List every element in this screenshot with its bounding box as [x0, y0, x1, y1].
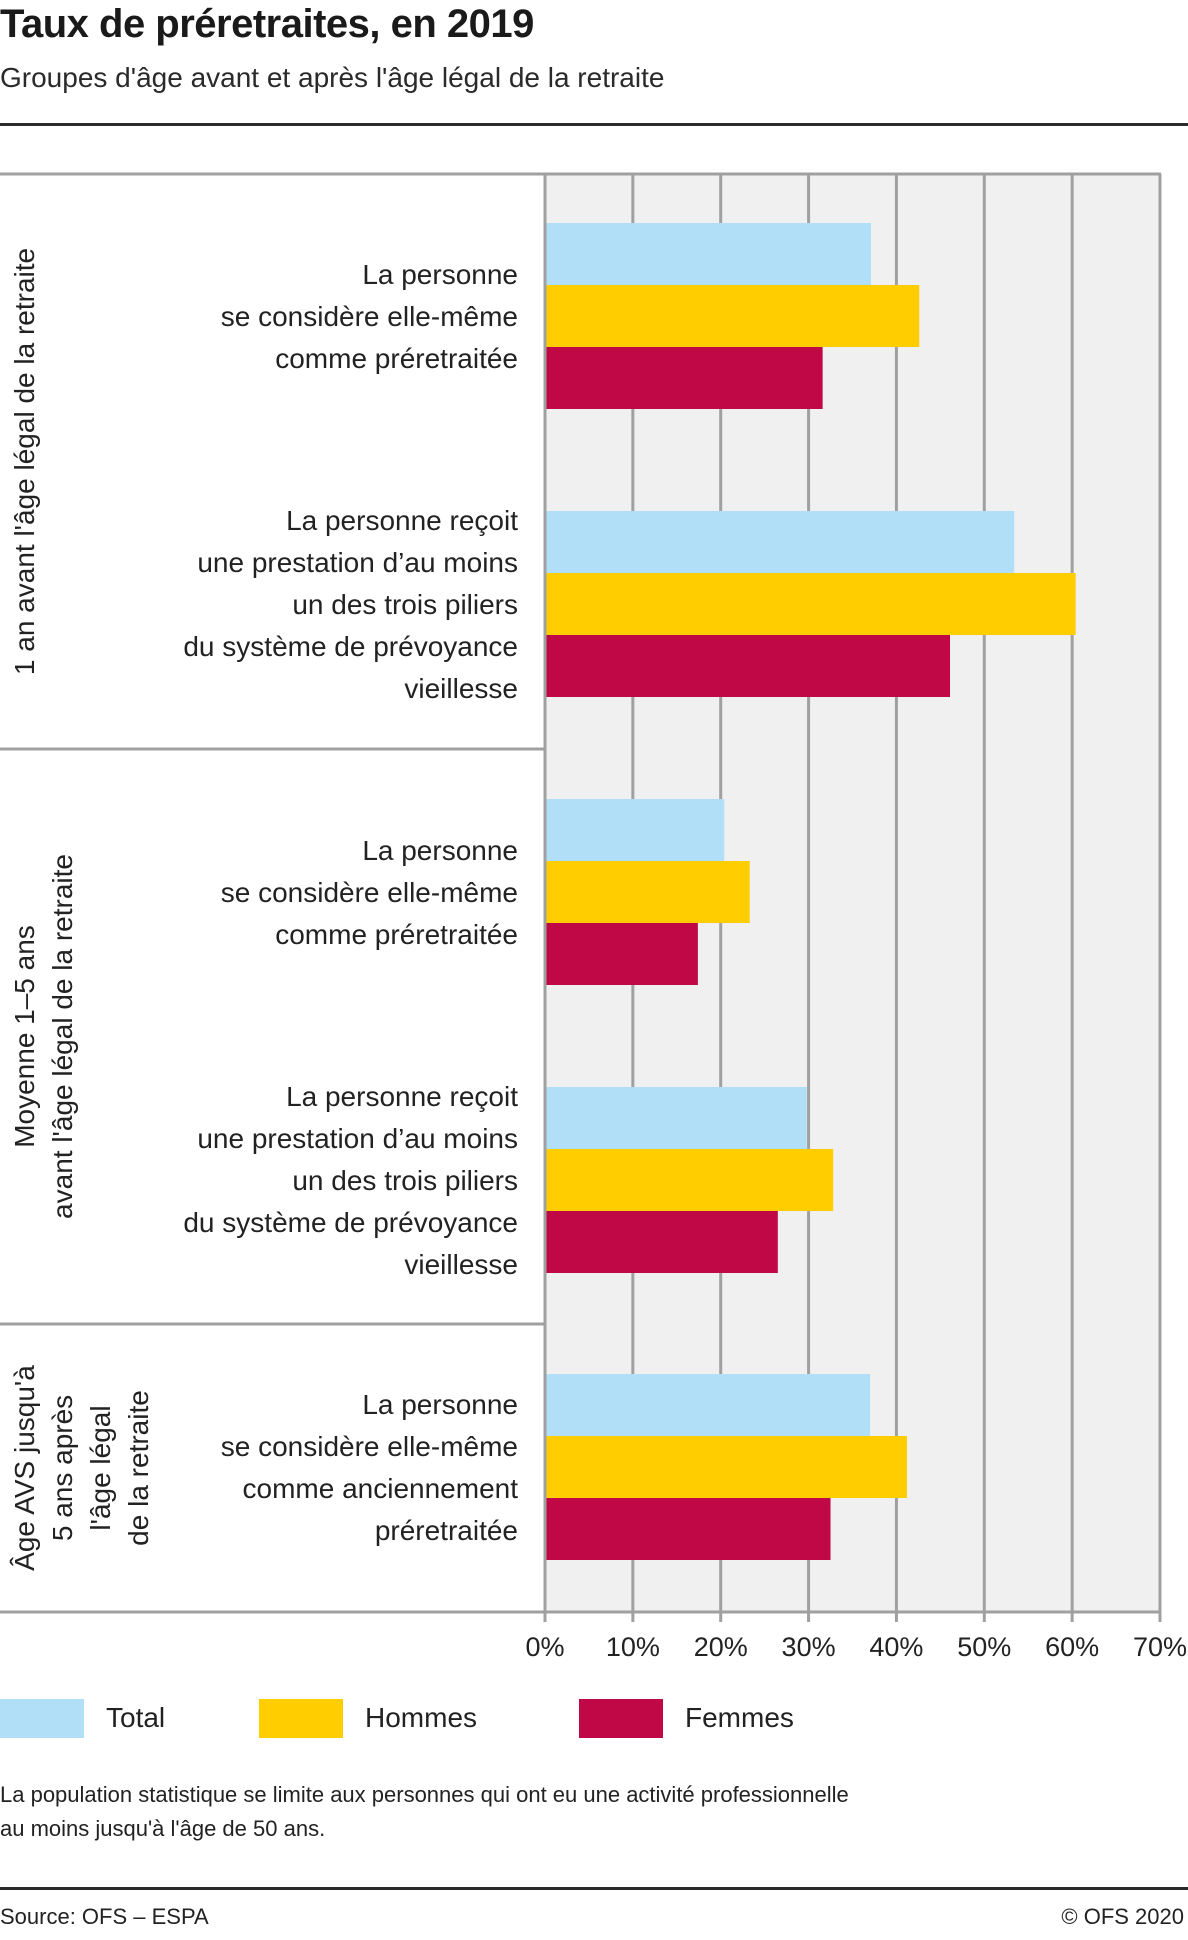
category-label-line: comme préretraitée [275, 343, 518, 374]
legend-swatch-hommes [259, 1698, 343, 1738]
category-label-line: vieillesse [404, 673, 518, 704]
bar-total [545, 799, 725, 861]
category-label-line: vieillesse [404, 1249, 518, 1280]
footer-rule [0, 1887, 1188, 1890]
bar-hommes [545, 861, 750, 923]
bar-total [545, 1374, 871, 1436]
source-text: Source: OFS – ESPA [0, 1904, 209, 1929]
bar-total [545, 223, 871, 285]
legend-label-femmes: Femmes [685, 1702, 794, 1733]
category-label-line: La personne reçoit [286, 1081, 518, 1112]
bar-hommes [545, 573, 1076, 635]
category-label-line: comme préretraitée [275, 919, 518, 950]
bar-hommes [545, 1149, 834, 1211]
bar-femmes [545, 1498, 831, 1560]
group-label-line: Moyenne 1–5 ans [9, 925, 40, 1148]
category-label-line: La personne reçoit [286, 505, 518, 536]
group-label-line: de la retraite [123, 1390, 154, 1546]
category-label-line: La personne [362, 1389, 518, 1420]
legend-swatch-total [0, 1698, 84, 1738]
bar-femmes [545, 347, 823, 409]
group-label-line: l'âge légal [85, 1405, 116, 1530]
group-label-line: Âge AVS jusqu'à [9, 1365, 40, 1571]
category-label-line: un des trois piliers [292, 1165, 518, 1196]
bar-total [545, 511, 1015, 573]
bar-femmes [545, 923, 698, 985]
footnote-line-2: au moins jusqu'à l'âge de 50 ans. [0, 1816, 326, 1841]
category-label-line: une prestation d’au moins [197, 547, 518, 578]
category-label-line: se considère elle-même [221, 301, 518, 332]
group-label-line: 5 ans après [47, 1395, 78, 1541]
category-label-line: une prestation d’au moins [197, 1123, 518, 1154]
x-tick-label: 70% [1133, 1632, 1187, 1662]
x-tick-label: 50% [957, 1632, 1011, 1662]
legend-swatch-femmes [579, 1698, 663, 1738]
category-label-line: La personne [362, 835, 518, 866]
chart-title: Taux de préretraites, en 2019 [0, 2, 534, 46]
legend-item-femmes: Femmes [579, 1698, 794, 1738]
chart-subtitle: Groupes d'âge avant et après l'âge légal… [0, 62, 665, 93]
category-label-line: se considère elle-même [221, 1431, 518, 1462]
x-tick-label: 60% [1045, 1632, 1099, 1662]
x-tick-label: 0% [525, 1632, 564, 1662]
x-tick-label: 10% [606, 1632, 660, 1662]
footnote-line-1: La population statistique se limite aux … [0, 1782, 849, 1807]
category-label-line: La personne [362, 259, 518, 290]
bar-hommes [545, 285, 920, 347]
bar-chart: 0% 10% 20% 30% 40% 50% 60% 70% 1 an avant l'âge … [0, 172, 1187, 1662]
legend-label-total: Total [106, 1702, 166, 1733]
legend-item-hommes: Hommes [259, 1698, 477, 1738]
group-label-line: 1 an avant l'âge légal de la retraite [9, 248, 40, 675]
x-tick-label: 40% [869, 1632, 923, 1662]
bar-hommes [545, 1436, 907, 1498]
bar-femmes [545, 1211, 778, 1273]
legend-item-total: Total [0, 1698, 165, 1738]
header-rule [0, 123, 1188, 126]
category-label-line: du système de prévoyance [183, 1207, 518, 1238]
x-tick-label: 30% [782, 1632, 836, 1662]
bar-femmes [545, 635, 951, 697]
category-label-line: un des trois piliers [292, 589, 518, 620]
legend-label-hommes: Hommes [365, 1702, 478, 1733]
category-label-line: du système de prévoyance [183, 631, 518, 662]
x-tick-label: 20% [694, 1632, 748, 1662]
copyright-text: © OFS 2020 [1061, 1904, 1184, 1929]
category-label-line: préretraitée [375, 1515, 518, 1546]
category-label-line: comme anciennement [243, 1473, 519, 1504]
category-label-line: se considère elle-même [221, 877, 518, 908]
bar-total [545, 1087, 807, 1149]
group-label-line: avant l'âge légal de la retraite [47, 854, 78, 1219]
footnote: La population statistique se limite aux … [0, 1778, 1150, 1846]
